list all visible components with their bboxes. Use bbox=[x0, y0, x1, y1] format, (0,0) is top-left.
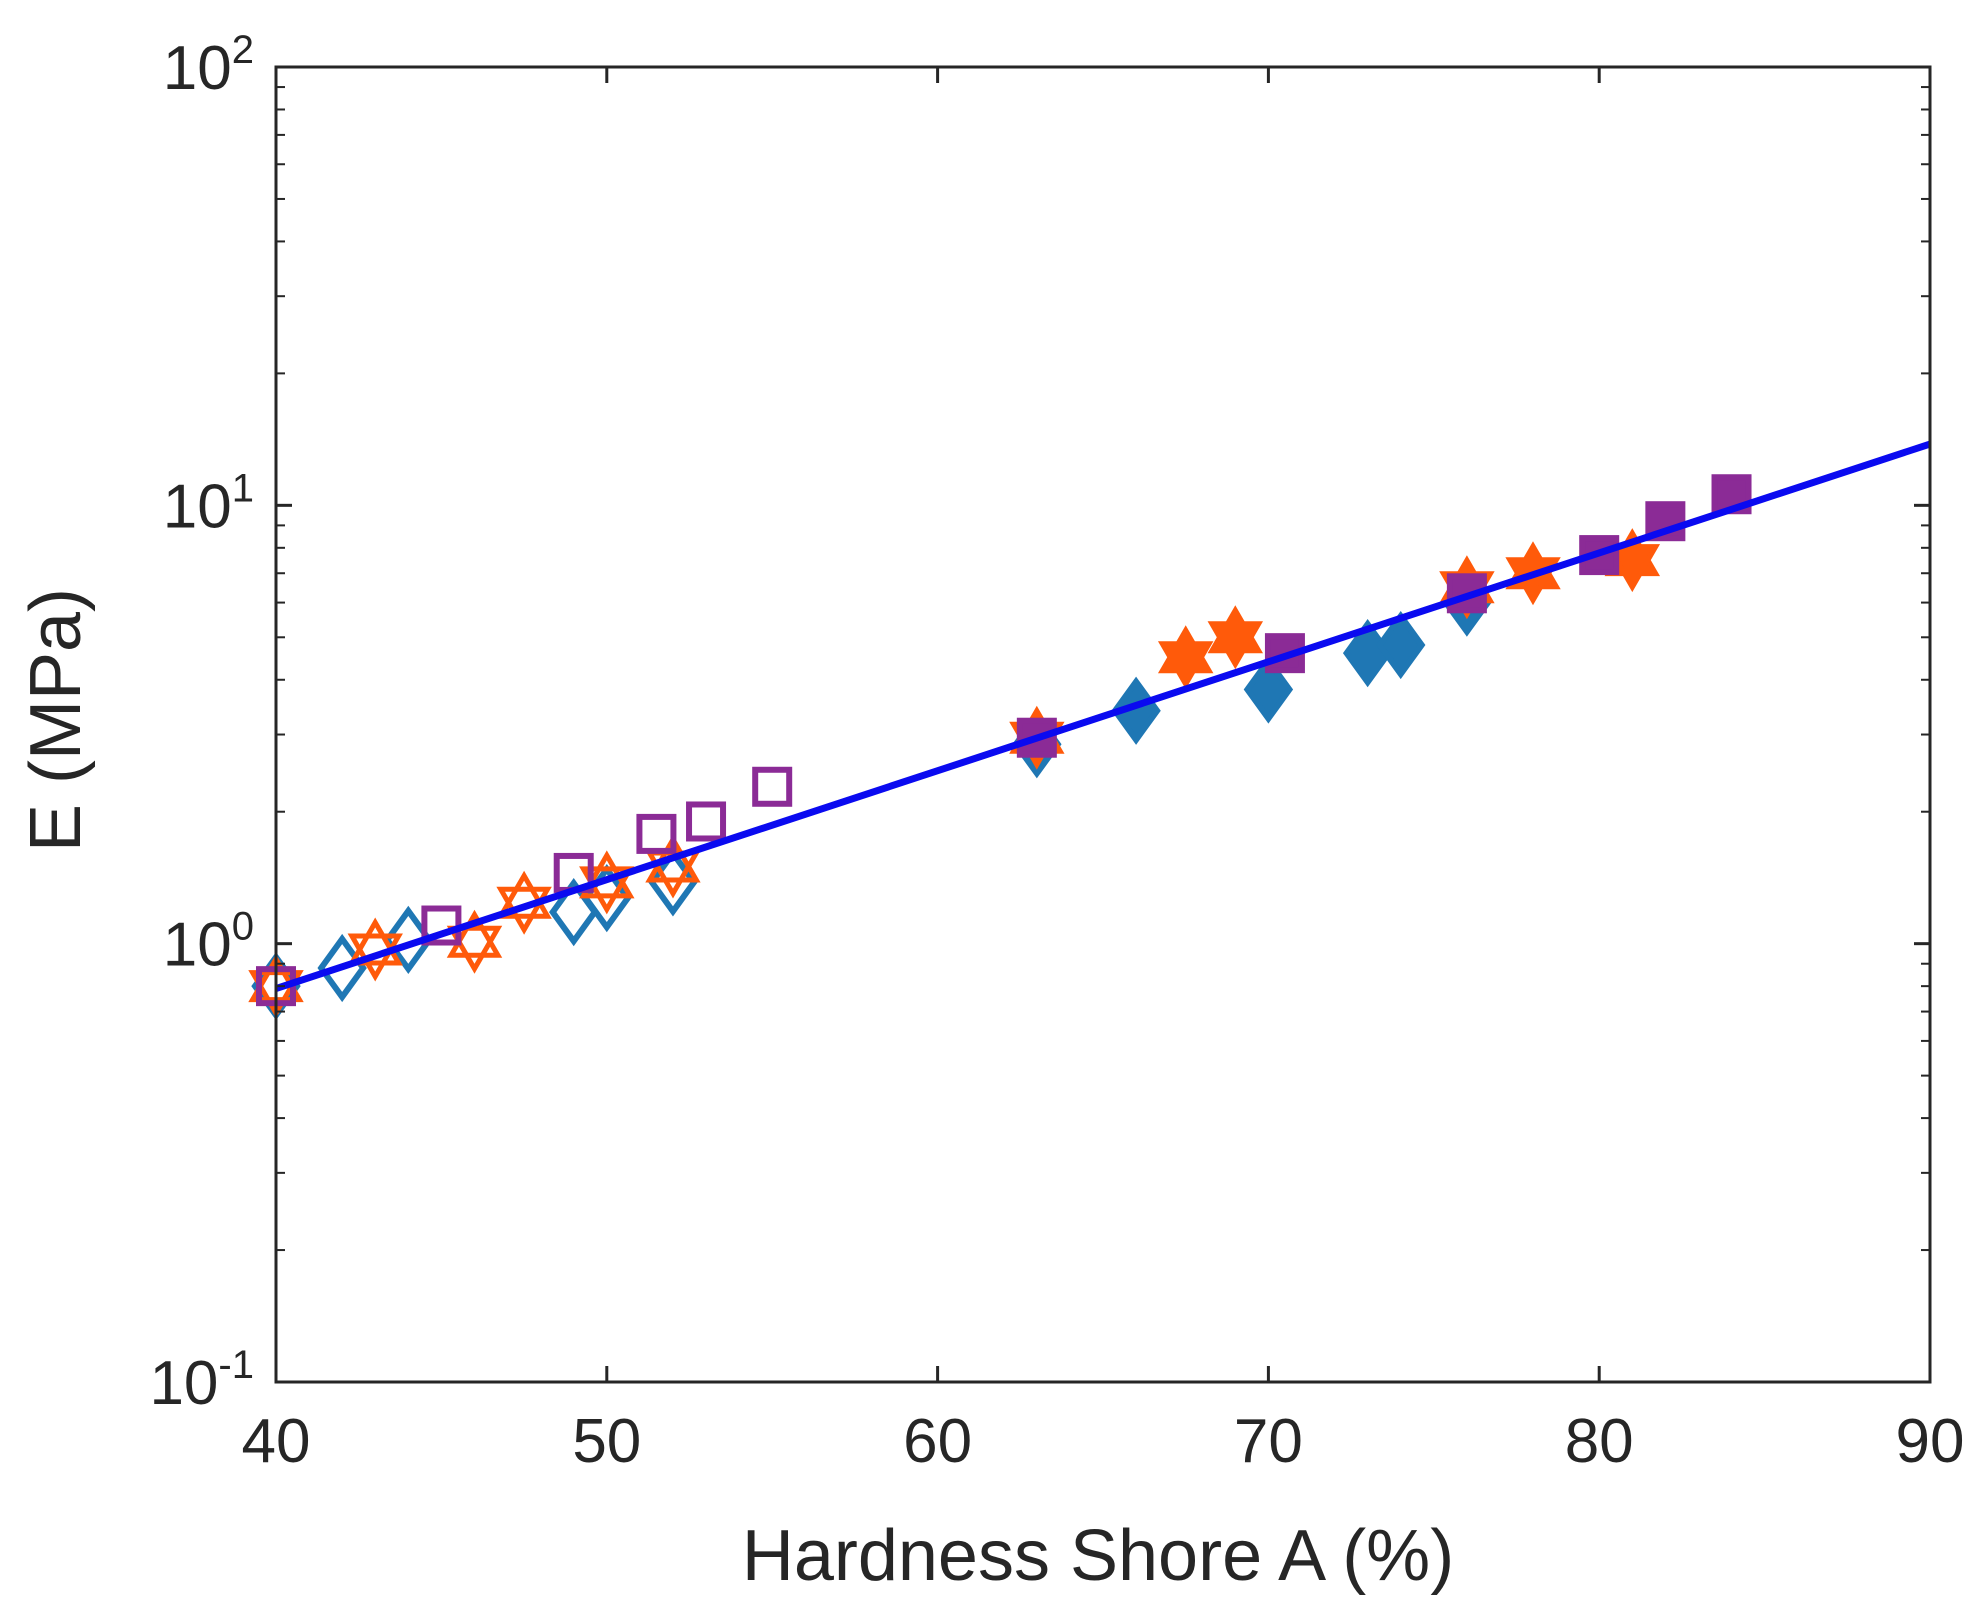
y-tick-exponent: 2 bbox=[232, 28, 254, 72]
y-tick-label: 102 bbox=[163, 28, 254, 103]
orange-star-filled-point bbox=[1207, 605, 1264, 670]
x-tick-label: 50 bbox=[572, 1407, 641, 1476]
orange-star-filled-point bbox=[1604, 528, 1661, 593]
y-tick-base: 10 bbox=[149, 1349, 218, 1418]
y-tick-base: 10 bbox=[163, 911, 232, 980]
blue-diamond-filled-point bbox=[1243, 655, 1294, 724]
y-tick-exponent: -1 bbox=[218, 1343, 254, 1387]
x-tick-label: 90 bbox=[1896, 1407, 1965, 1476]
y-tick-exponent: 0 bbox=[232, 905, 254, 949]
hexagram-triangle bbox=[347, 917, 403, 966]
y-tick-base: 10 bbox=[163, 34, 232, 103]
x-tick-label: 80 bbox=[1565, 1407, 1634, 1476]
y-tick-exponent: 1 bbox=[232, 466, 254, 510]
hexagram-triangle bbox=[579, 866, 635, 915]
purple-square-open-point bbox=[752, 766, 793, 807]
y-tick-base: 10 bbox=[163, 472, 232, 541]
hexagram-triangle bbox=[446, 925, 503, 974]
purple-square-open-point bbox=[636, 813, 677, 854]
x-tick-label: 70 bbox=[1234, 1407, 1303, 1476]
x-tick-label: 40 bbox=[242, 1407, 311, 1476]
orange-star-filled-point bbox=[1157, 625, 1214, 690]
plot-frame bbox=[274, 65, 1932, 1384]
purple-square-open-point bbox=[686, 801, 727, 842]
x-axis-title: Hardness Shore A (%) bbox=[742, 1516, 1454, 1596]
y-axis-title: E (MPa) bbox=[16, 588, 96, 852]
axis-layer bbox=[274, 65, 1932, 1384]
orange-star-open-point bbox=[446, 909, 503, 974]
line-layer bbox=[274, 440, 1932, 992]
hexagram-triangle bbox=[1157, 641, 1214, 690]
x-tick-label: 60 bbox=[903, 1407, 972, 1476]
blue-diamond-filled-point bbox=[1376, 610, 1426, 680]
hexagram-triangle bbox=[1604, 544, 1661, 593]
hexagram-triangle bbox=[446, 909, 503, 958]
fit-line bbox=[274, 440, 1932, 992]
y-tick-label: 101 bbox=[163, 466, 254, 541]
marks-layer bbox=[248, 474, 1752, 1021]
y-tick-label: 10-1 bbox=[149, 1343, 254, 1418]
hexagram-triangle bbox=[1207, 621, 1264, 670]
y-tick-label: 100 bbox=[163, 905, 254, 980]
hexagram-triangle bbox=[496, 870, 552, 919]
